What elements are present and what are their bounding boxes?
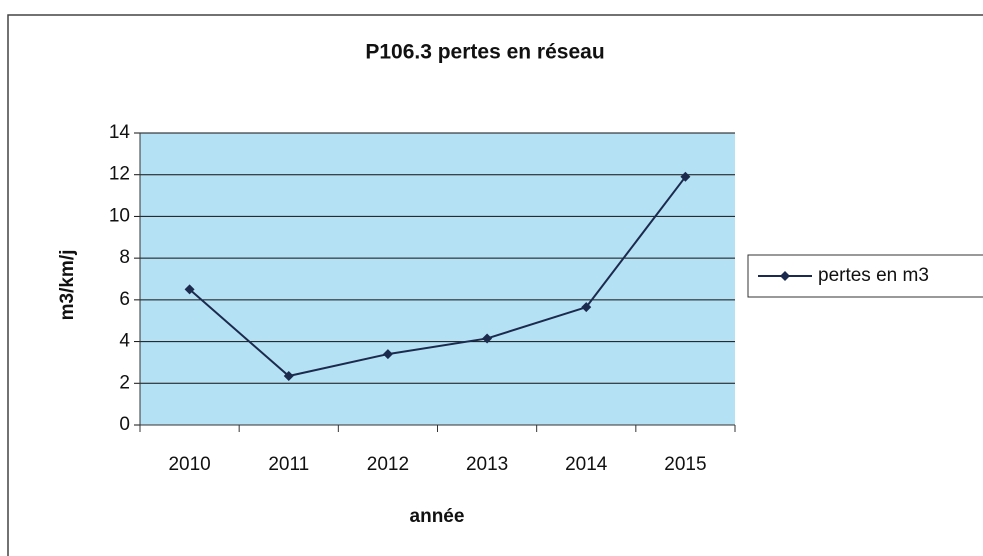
data-point	[184, 284, 195, 295]
data-point	[382, 349, 393, 360]
chart-title: P106.3 pertes en réseau	[365, 41, 604, 64]
series-line	[188, 176, 687, 378]
y-tick-label: 14	[109, 122, 131, 143]
y-tick-label: 10	[109, 205, 130, 226]
x-tick-label: 2015	[664, 454, 706, 475]
y-tick-label: 12	[109, 164, 130, 185]
y-tick-label: 4	[119, 331, 130, 352]
data-point	[581, 302, 592, 313]
x-tick-label: 2011	[268, 454, 309, 475]
data-point	[283, 370, 294, 381]
y-tick-label: 0	[119, 414, 130, 435]
y-tick-label: 2	[119, 372, 130, 393]
y-tick-label: 8	[119, 247, 130, 268]
x-axis-label: année	[410, 506, 465, 527]
data-point	[482, 333, 493, 344]
x-tick-label: 2013	[466, 454, 508, 475]
x-tick-label: 2014	[565, 454, 608, 475]
plot-area	[140, 133, 735, 425]
x-tick-label: 2012	[367, 454, 409, 475]
x-tick-label: 2010	[168, 454, 210, 475]
data-point	[680, 171, 691, 182]
legend-marker	[780, 271, 790, 281]
legend-label: pertes en m3	[818, 265, 929, 286]
y-tick-label: 6	[119, 289, 130, 310]
y-axis-label: m3/km/j	[57, 250, 78, 321]
